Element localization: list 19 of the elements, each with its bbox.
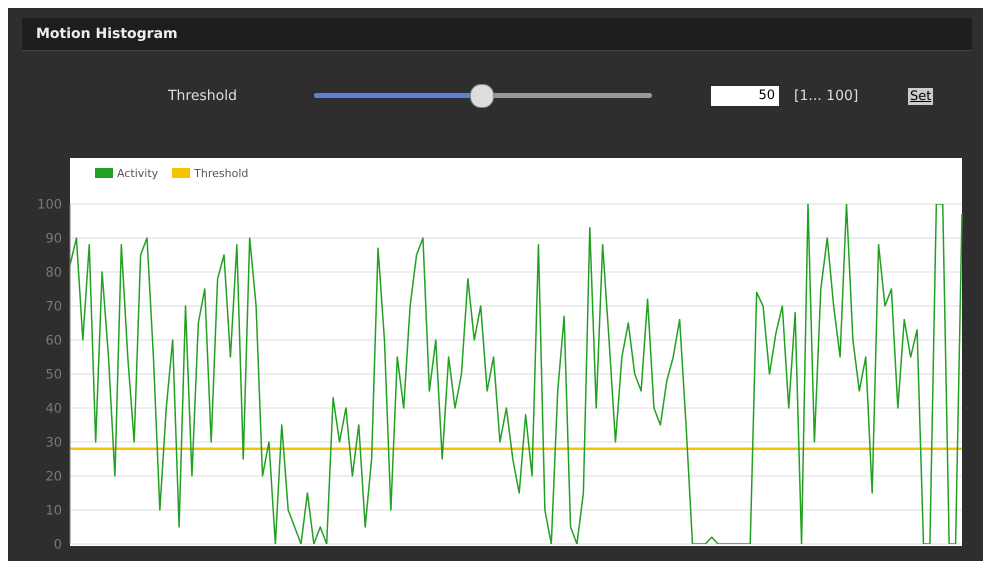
y-tick-label: 0 xyxy=(54,538,62,553)
line-series xyxy=(69,204,963,544)
y-tick-label: 20 xyxy=(45,470,62,485)
y-tick-label: 100 xyxy=(37,198,62,213)
text: [1... 100] xyxy=(794,88,858,104)
legend-label: Threshold xyxy=(194,166,248,180)
y-tick-label: 70 xyxy=(45,300,62,315)
text: Threshold xyxy=(168,88,237,104)
y-tick-label: 60 xyxy=(45,334,62,349)
text: Set xyxy=(908,88,934,105)
y-tick-label: 10 xyxy=(45,504,62,519)
y-tick-label: 50 xyxy=(45,368,62,383)
y-tick-label: 40 xyxy=(45,402,62,417)
y-tick-label: 30 xyxy=(45,436,62,451)
chart-title: Motion Histogram xyxy=(36,26,178,42)
text: 50 xyxy=(711,86,779,106)
y-tick-label: 80 xyxy=(45,266,62,281)
y-tick-label: 90 xyxy=(45,232,62,247)
legend-label: Activity xyxy=(117,166,158,180)
